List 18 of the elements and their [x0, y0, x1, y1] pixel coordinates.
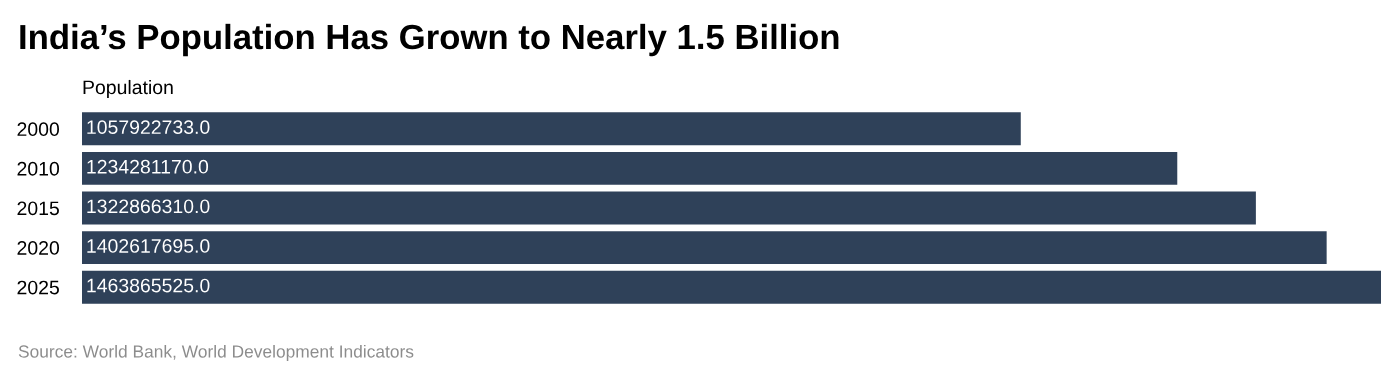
bar — [82, 112, 1021, 146]
y-tick-label: 2010 — [17, 161, 60, 176]
source-note: Source: World Bank, World Development Indicators — [18, 344, 414, 362]
y-tick-label: 2025 — [17, 280, 59, 295]
bar — [82, 151, 1178, 185]
bar — [82, 231, 1327, 265]
data-label: 1057922733.0 — [87, 120, 210, 135]
y-tick-label: 2020 — [17, 241, 60, 255]
y-tick-label: 2000 — [17, 122, 60, 137]
data-label: 1463865525.0 — [87, 278, 210, 293]
x-axis-title: Population — [83, 79, 173, 99]
chart-title: India’s Population Has Grown to Nearly 1.5 Billion — [20, 23, 839, 57]
y-tick-label: 2015 — [17, 201, 59, 216]
bar — [82, 191, 1256, 225]
bar — [82, 270, 1381, 304]
data-label: 1234281170.0 — [87, 159, 209, 174]
data-label: 1402617695.0 — [87, 239, 210, 253]
data-label: 1322866310.0 — [87, 199, 210, 214]
